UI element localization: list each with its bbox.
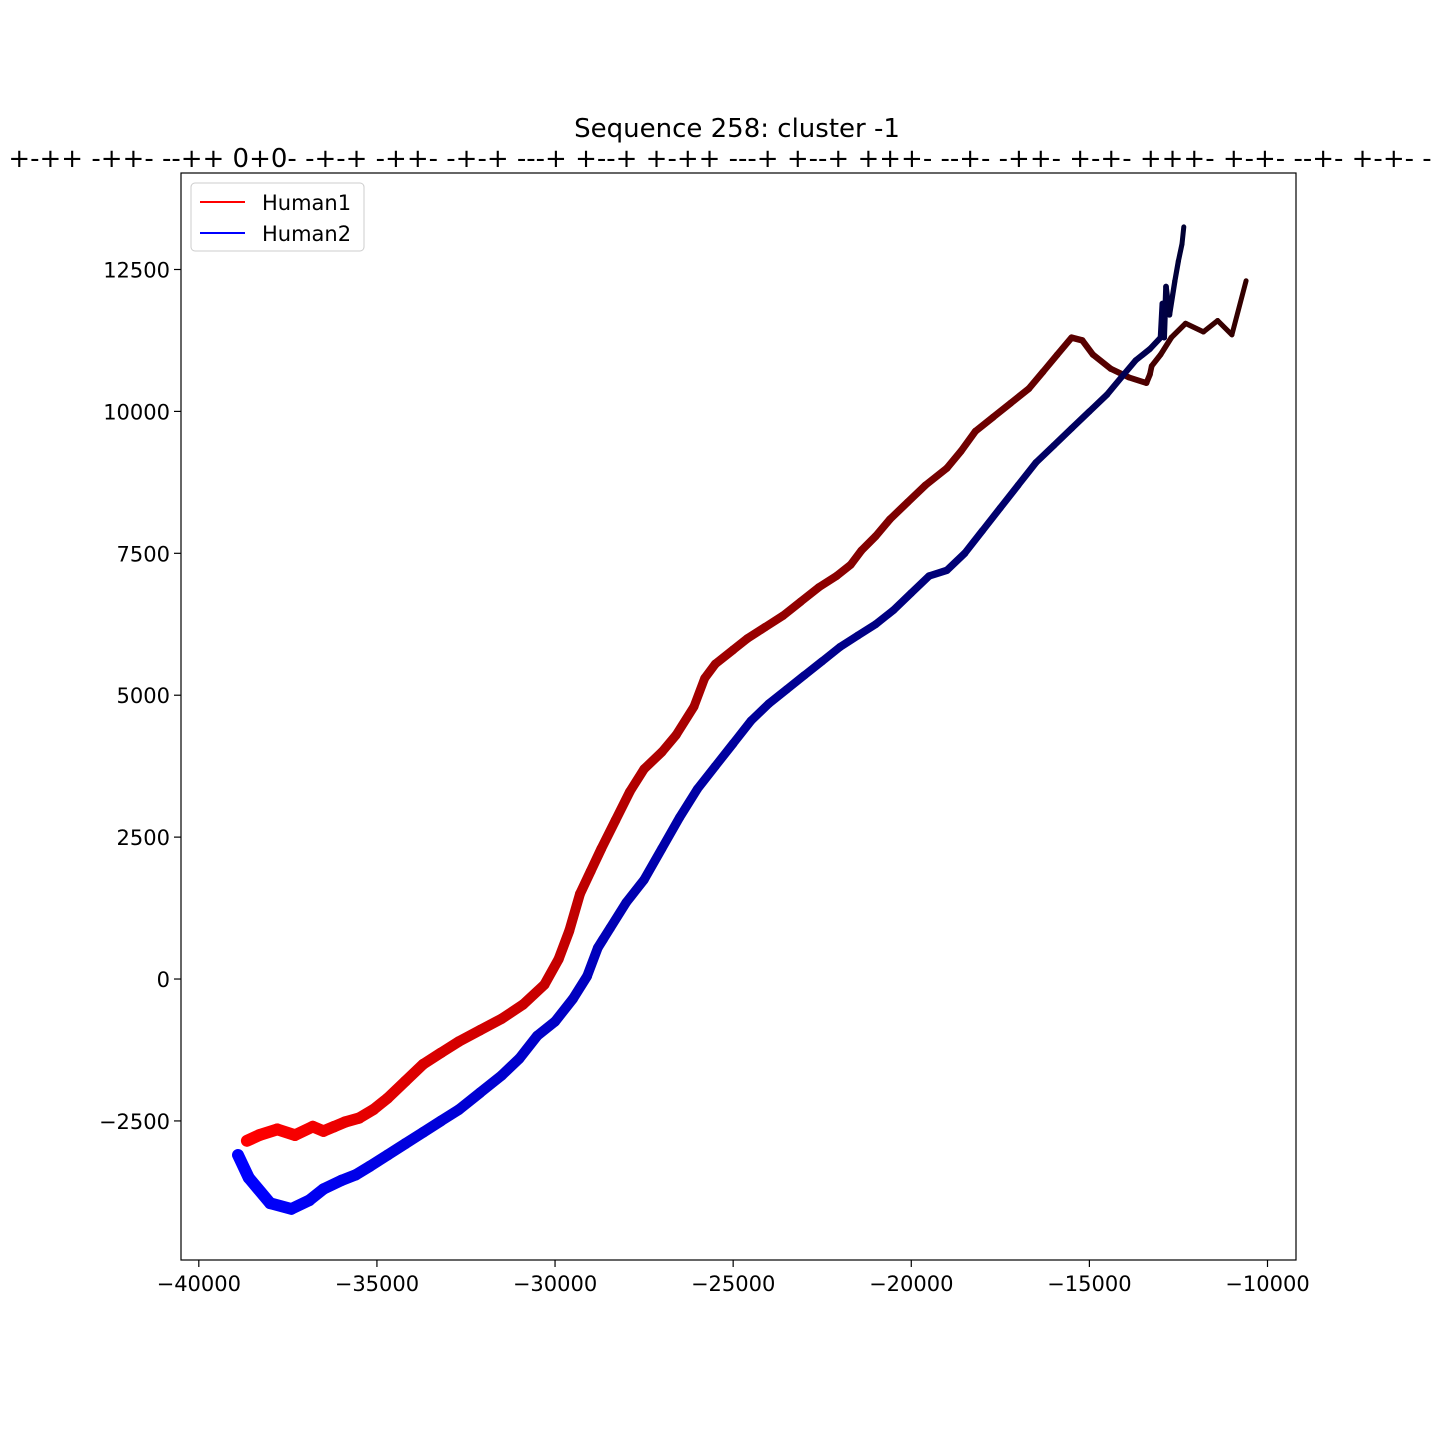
series-human2-segment: [1132, 346, 1153, 364]
legend-label-human1: Human1: [262, 191, 351, 215]
series-human1-segment: [564, 888, 585, 936]
y-tick-label: −2500: [99, 1110, 170, 1134]
series-human1: [240, 278, 1249, 1147]
series-human2: [232, 224, 1187, 1215]
series-human1-segment: [689, 673, 710, 712]
series-human1-segment: [1157, 334, 1175, 358]
legend: Human1 Human2: [190, 182, 365, 252]
series-human2-segment: [1050, 425, 1075, 449]
series-human2-segment: [979, 504, 1004, 535]
series-human1-segment: [1200, 318, 1221, 335]
series-human1-segment: [610, 786, 635, 825]
y-tick-label: 12500: [103, 258, 170, 282]
series-human1-segment: [943, 447, 965, 472]
series-human2-segment: [621, 875, 649, 908]
series-human2-segment: [605, 897, 631, 933]
series-human1-segment: [1025, 368, 1047, 393]
series-human2-segment: [961, 527, 987, 557]
series-human1-segment: [671, 702, 699, 740]
plot-frame: [180, 172, 1297, 1261]
x-axis: −40000 −35000 −30000 −25000 −20000 −15000 −100…: [157, 1260, 1310, 1296]
series-human2-segment: [710, 739, 738, 771]
x-tick-label: −40000: [157, 1272, 241, 1296]
series-human2-segment: [693, 761, 720, 794]
series-human1-segment: [1007, 385, 1033, 407]
series-human2-segment: [657, 812, 685, 854]
series-human2-segment: [1118, 357, 1139, 381]
series-human2-segment: [728, 716, 756, 748]
series-human1-segment: [904, 481, 930, 506]
y-tick-label: 2500: [117, 826, 170, 850]
series-human2-segment: [1032, 442, 1058, 466]
y-tick-label: 10000: [103, 400, 170, 424]
series-human2-segment: [1068, 408, 1093, 432]
series-human2-segment: [1104, 374, 1125, 398]
series-human2-segment: [871, 606, 898, 629]
x-tick-label: −15000: [1047, 1272, 1131, 1296]
series-human2-segment: [1014, 459, 1040, 489]
series-human2-segment: [996, 481, 1022, 512]
y-tick-label: 5000: [117, 684, 170, 708]
series-human1-segment: [1054, 334, 1075, 358]
series-human1-segment: [921, 464, 951, 489]
series-human1-segment: [1168, 320, 1189, 341]
series-human1-segment: [1089, 351, 1114, 372]
series-human2-segment: [675, 784, 702, 822]
y-axis: −2500 0 2500 5000 7500 10000 12500: [99, 258, 181, 1134]
series-human1-segment: [971, 413, 997, 435]
series-human2-segment: [1175, 241, 1185, 264]
series-human1-segment: [886, 498, 912, 524]
series-human2-segment: [907, 572, 933, 597]
series-human1-segment: [596, 815, 621, 854]
plot-area: [181, 173, 1296, 1260]
y-tick-label: 7500: [117, 542, 170, 566]
series-human1-segment: [1182, 320, 1207, 335]
series-human1-segment: [989, 399, 1015, 421]
series-human2-segment: [1172, 258, 1182, 284]
x-tick-label: −30000: [513, 1272, 597, 1296]
x-tick-label: −25000: [691, 1272, 775, 1296]
series-human1-segment: [1125, 374, 1150, 386]
series-human1-segment: [1215, 318, 1235, 338]
series-human1-segment: [957, 427, 979, 455]
series-human2-segment: [1179, 224, 1187, 247]
series-layer: [232, 224, 1249, 1215]
y-tick-label: 0: [157, 968, 170, 992]
x-tick-label: −20000: [869, 1272, 953, 1296]
series-human1-segment: [1229, 278, 1249, 338]
series-human2-segment: [943, 549, 969, 574]
series-human2-segment: [639, 843, 667, 885]
series-human2-segment: [582, 942, 603, 982]
x-tick-label: −35000: [335, 1272, 419, 1296]
series-human2-segment: [889, 589, 916, 614]
series-human1-segment: [553, 925, 575, 965]
chart-title: Sequence 258: cluster -1: [574, 114, 900, 144]
legend-label-human2: Human2: [262, 222, 351, 246]
x-tick-label: −10000: [1225, 1272, 1309, 1296]
series-human2-segment: [1166, 278, 1178, 318]
series-human2-segment: [1086, 391, 1111, 415]
series-human1-segment: [1039, 351, 1061, 376]
chart-subtitle: +-++ -++- --++ 0+0- -+-+ -++- -+-+ ---+ …: [8, 144, 1431, 174]
